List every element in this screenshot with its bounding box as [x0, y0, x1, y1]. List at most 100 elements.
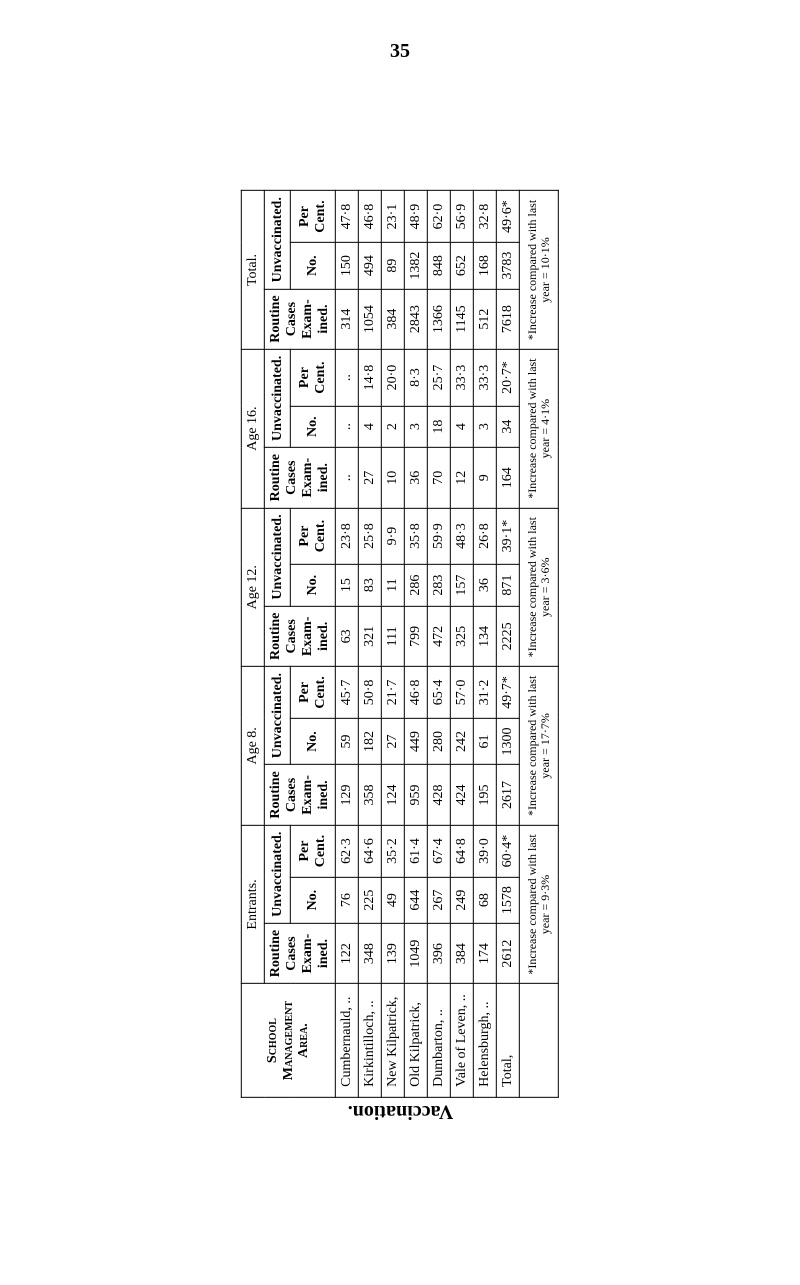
cell: 1049	[404, 923, 427, 983]
cell: 139	[381, 923, 404, 983]
cell: 2617	[496, 765, 519, 825]
cell: 4	[358, 406, 381, 448]
cell: 70	[427, 447, 450, 507]
cell: 286	[404, 564, 427, 606]
footnote-age16: *Increase compared with last year = 4·1%	[519, 349, 558, 508]
cell: 47·8	[335, 191, 358, 243]
cell: 449	[404, 718, 427, 764]
cell: 48·3	[450, 508, 473, 564]
header-row-2: RoutineCasesExam-ined. Unvaccinated. Rou…	[264, 191, 290, 1098]
hdr-a8-routine: RoutineCasesExam-ined.	[264, 765, 335, 825]
area-name: Old Kilpatrick,	[404, 984, 427, 1098]
cell: 799	[404, 606, 427, 666]
cell: ..	[335, 447, 358, 507]
cell: 2843	[404, 289, 427, 349]
cell: 12	[450, 447, 473, 507]
cell: 157	[450, 564, 473, 606]
cell: 18	[427, 406, 450, 448]
hdr-tot-no: No.	[291, 242, 336, 288]
cell: 225	[358, 877, 381, 923]
cell: 64·8	[450, 825, 473, 877]
cell: 3783	[496, 242, 519, 288]
total-label: Total,	[496, 984, 519, 1098]
cell: 32·8	[473, 191, 496, 243]
total-row: Total, 2612 1578 60·4* 2617 1300 49·7* 2…	[496, 191, 519, 1098]
cell: 9	[473, 447, 496, 507]
hdr-a8-unvacc: Unvaccinated.	[264, 667, 290, 765]
cell: 65·4	[427, 667, 450, 719]
cell: 652	[450, 242, 473, 288]
cell: 21·7	[381, 667, 404, 719]
hdr-ent-pc: PerCent.	[291, 825, 336, 877]
hdr-ent-unvacc: Unvaccinated.	[264, 825, 290, 923]
cell: 321	[358, 606, 381, 666]
cell: 959	[404, 765, 427, 825]
cell: 63	[335, 606, 358, 666]
cell: 1382	[404, 242, 427, 288]
cell: 10	[381, 447, 404, 507]
cell: 7618	[496, 289, 519, 349]
cell: 59	[335, 718, 358, 764]
cell: 76	[335, 877, 358, 923]
hdr-age16: Age 16.	[241, 349, 264, 508]
cell: 129	[335, 765, 358, 825]
cell: 164	[496, 447, 519, 507]
header-row-1: SchoolManagementArea. Entrants. Age 8. A…	[241, 191, 264, 1098]
rotated-table-wrap: Vaccination. SchoolManagementArea. Entra…	[240, 189, 560, 1131]
cell: 11	[381, 564, 404, 606]
cell: 3	[404, 406, 427, 448]
table-row: Old Kilpatrick, 1049 644 61·4 959 449 46…	[404, 191, 427, 1098]
cell: 50·8	[358, 667, 381, 719]
cell: 15	[335, 564, 358, 606]
cell: 195	[473, 765, 496, 825]
cell: 67·4	[427, 825, 450, 877]
cell: 64·6	[358, 825, 381, 877]
area-name: Vale of Leven, ..	[450, 984, 473, 1098]
cell: 35·2	[381, 825, 404, 877]
cell: 25·7	[427, 349, 450, 406]
cell: 62·3	[335, 825, 358, 877]
cell: 2225	[496, 606, 519, 666]
cell: 31·2	[473, 667, 496, 719]
cell: 23·1	[381, 191, 404, 243]
hdr-a8-no: No.	[291, 718, 336, 764]
cell: 83	[358, 564, 381, 606]
cell: 280	[427, 718, 450, 764]
cell: 168	[473, 242, 496, 288]
hdr-ent-routine: RoutineCasesExam-ined.	[264, 923, 335, 983]
cell: 396	[427, 923, 450, 983]
footnote-age8: *Increase compared with last year = 17·7…	[519, 667, 558, 826]
table-row: Kirkintilloch, .. 348 225 64·6 358 182 5…	[358, 191, 381, 1098]
cell: 267	[427, 877, 450, 923]
cell: 36	[404, 447, 427, 507]
hdr-school: SchoolManagementArea.	[241, 984, 335, 1098]
cell: 348	[358, 923, 381, 983]
cell: 1054	[358, 289, 381, 349]
cell: 358	[358, 765, 381, 825]
cell: 27	[381, 718, 404, 764]
cell: 20·0	[381, 349, 404, 406]
area-name: New Kilpatrick,	[381, 984, 404, 1098]
cell: 428	[427, 765, 450, 825]
cell: 68	[473, 877, 496, 923]
cell: 384	[450, 923, 473, 983]
cell: 314	[335, 289, 358, 349]
cell: 242	[450, 718, 473, 764]
hdr-a12-unvacc: Unvaccinated.	[264, 508, 290, 606]
cell: 1366	[427, 289, 450, 349]
hdr-a8-pc: PerCent.	[291, 667, 336, 719]
cell: 89	[381, 242, 404, 288]
table-row: New Kilpatrick, 139 49 35·2 124 27 21·7 …	[381, 191, 404, 1098]
hdr-a16-routine: RoutineCasesExam-ined.	[264, 447, 335, 507]
cell: 124	[381, 765, 404, 825]
hdr-age12: Age 12.	[241, 508, 264, 667]
cell: 46·8	[358, 191, 381, 243]
cell: 49·7*	[496, 667, 519, 719]
cell: 1578	[496, 877, 519, 923]
cell: 20·7*	[496, 349, 519, 406]
cell: 56·9	[450, 191, 473, 243]
footnote-total: *Increase compared with last year = 10·1…	[519, 191, 558, 350]
hdr-a12-pc: PerCent.	[291, 508, 336, 564]
cell: 111	[381, 606, 404, 666]
hdr-a16-no: No.	[291, 406, 336, 448]
